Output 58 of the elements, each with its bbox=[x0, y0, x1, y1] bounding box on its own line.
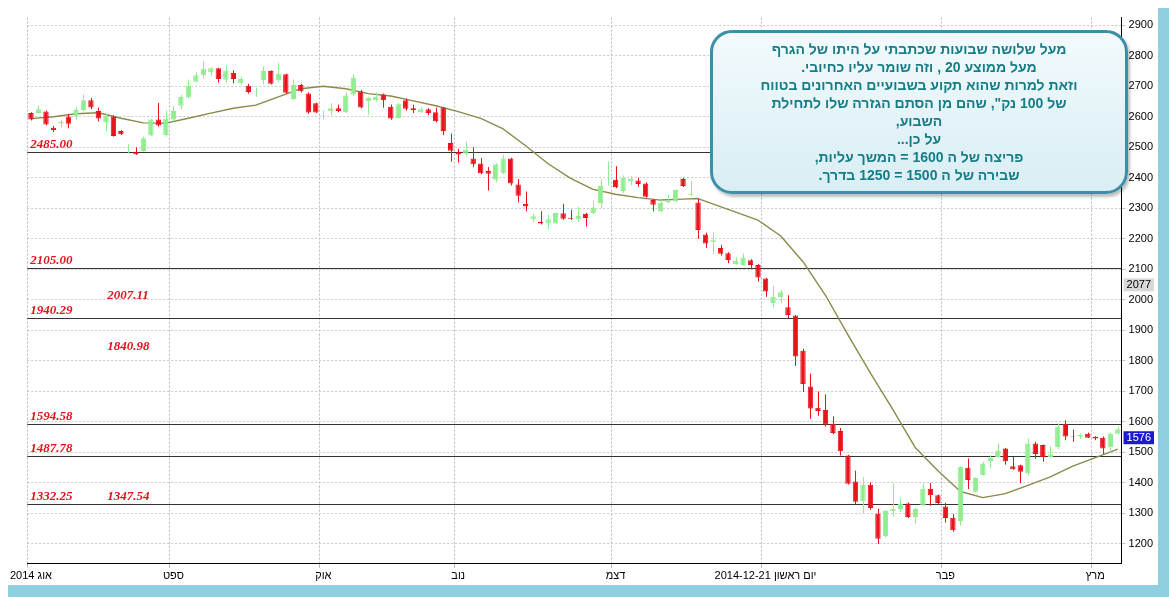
ref-line-label: 1487.78 bbox=[30, 440, 73, 456]
y-tick-label: 1900 bbox=[1128, 323, 1154, 336]
candlestick bbox=[942, 502, 949, 524]
candlestick bbox=[163, 110, 169, 138]
y-tick-label: 2700 bbox=[1128, 79, 1154, 92]
y-tick-label: 1600 bbox=[1128, 414, 1154, 427]
text: 2077 bbox=[1126, 277, 1152, 290]
x-tick-label: נוב bbox=[451, 569, 466, 582]
candlestick bbox=[448, 133, 454, 163]
candlestick bbox=[103, 112, 109, 132]
y-tick-label: 2800 bbox=[1128, 48, 1154, 61]
y-tick-label: 2300 bbox=[1128, 201, 1154, 214]
y-tick-label: 1200 bbox=[1128, 537, 1154, 549]
ref-line-label: 2485.00 bbox=[29, 135, 73, 151]
candlestick bbox=[110, 114, 117, 138]
candlestick bbox=[485, 166, 491, 192]
x-tick-label: אוג 2014 bbox=[10, 569, 53, 582]
ref-line-label: 1594.58 bbox=[30, 407, 73, 423]
text: 1576 bbox=[1126, 430, 1152, 443]
annotation: 1347.54 bbox=[107, 488, 150, 504]
candlestick bbox=[500, 154, 506, 175]
y-tick-label: 2400 bbox=[1128, 170, 1154, 183]
y-tick-label: 2100 bbox=[1128, 262, 1154, 275]
x-tick-label: ספט bbox=[162, 569, 184, 582]
annotation: 2007.11 bbox=[106, 287, 149, 303]
candlestick bbox=[785, 294, 791, 319]
y-tick-label: 2500 bbox=[1128, 140, 1154, 153]
ref-line-label: 2105.00 bbox=[29, 251, 73, 267]
candlestick bbox=[965, 458, 971, 490]
ref-line-label: 1332.25 bbox=[30, 487, 73, 503]
y-tick-label: 2900 bbox=[1128, 18, 1154, 31]
candlestick bbox=[492, 162, 499, 183]
candlestick bbox=[852, 470, 859, 505]
annotation: מעל שלושה שבועות שכתבתי על היתו של הגרף מעל ממוצע 20 , וזה שומר עליו כחיובי. וזאת למרות שהוא תקוע בשבועיים האחרונים בטווח של 100 נק", שהם מן הסתם הגזרה שלו לתחילת השבוע, על כן... פריצה של ה 1600 = המשך עליות, שבירה של ה 1500 = 1250 בדרך. bbox=[759, 40, 1079, 184]
x-tick-label: יום ראשון 2014-12-21 bbox=[714, 569, 817, 582]
x-tick-label: מרץ bbox=[1085, 569, 1105, 582]
x-tick-label: פבר bbox=[935, 569, 956, 582]
y-tick-label: 2000 bbox=[1128, 292, 1154, 305]
ref-line-label: 1940.29 bbox=[30, 302, 73, 318]
candlestick bbox=[770, 285, 776, 308]
candlestick bbox=[860, 476, 866, 514]
y-tick-label: 2600 bbox=[1128, 109, 1154, 122]
y-tick-label: 1500 bbox=[1128, 445, 1154, 458]
candlestick bbox=[515, 178, 521, 203]
candlestick bbox=[875, 508, 881, 545]
candlestick bbox=[343, 91, 349, 114]
y-tick-label: 1700 bbox=[1128, 384, 1154, 397]
candlestick bbox=[822, 393, 829, 427]
y-tick-label: 1400 bbox=[1128, 475, 1154, 488]
candlestick bbox=[815, 390, 821, 417]
y-tick-label: 2200 bbox=[1128, 231, 1154, 244]
speech-bubble: מעל שלושה שבועות שכתבתי על היתו של הגרף מעל ממוצע 20 , וזה שומר עליו כחיובי. וזאת למרות שהוא תקוע בשבועיים האחרונים בטווח של 100 נק", שהם מן הסתם הגזרה שלו לתחילת השבוע, על כן... פריצה של ה 1600 = המשך עליות, שבירה של ה 1500 = 1250 בדרך. bbox=[710, 30, 1128, 194]
annotation: 1840.98 bbox=[107, 337, 150, 353]
y-tick-label: 1300 bbox=[1128, 506, 1154, 519]
y-tick-label: 1800 bbox=[1128, 353, 1154, 366]
x-tick-label: דצמ bbox=[605, 569, 626, 582]
x-tick-label: אוק bbox=[315, 569, 332, 582]
candlestick bbox=[1055, 422, 1061, 450]
